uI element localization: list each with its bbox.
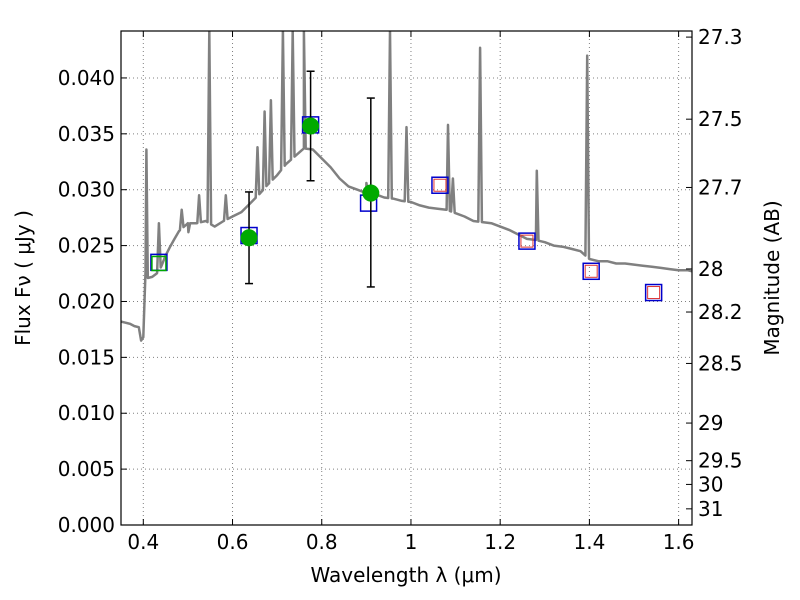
plot-frame — [120, 30, 693, 526]
model-spectrum-line — [121, 31, 692, 342]
mag-tick-label: 30 — [698, 472, 723, 496]
mag-tick-label: 31 — [698, 497, 723, 521]
fit-photometry-point — [584, 264, 598, 278]
observed-photometry-point — [240, 229, 258, 247]
y-tick-label: 0.035 — [58, 122, 115, 146]
x-tick-label: 1.6 — [663, 530, 695, 554]
markers-layer — [150, 70, 663, 302]
x-tick-label: 0.4 — [127, 530, 159, 554]
fit-photometry-point — [520, 234, 534, 248]
y-tick-label: 0.030 — [58, 178, 115, 202]
y-tick-label: 0.010 — [58, 401, 115, 425]
y-tick-label: 0.025 — [58, 234, 115, 258]
y-axis-title: Flux Fν ( μJy ) — [11, 210, 35, 346]
synthetic-photometry-point — [431, 176, 449, 194]
x-tick-label: 0.6 — [217, 530, 249, 554]
mag-tick-label: 28.5 — [698, 351, 743, 375]
synthetic-photometry-point — [518, 232, 536, 250]
y-axis-right-title: Magnitude (AB) — [760, 200, 784, 355]
mag-tick-label: 27.5 — [698, 107, 743, 131]
mag-tick-label: 29.5 — [698, 449, 743, 473]
y-tick-label: 0.005 — [58, 457, 115, 481]
fit-photometry-point — [433, 178, 447, 192]
y-tick-label: 0.000 — [58, 513, 115, 537]
mag-tick-label: 28.2 — [698, 300, 743, 324]
x-tick-label: 1.2 — [484, 530, 516, 554]
mag-tick-label: 27.3 — [698, 25, 743, 49]
mag-tick-label: 29 — [698, 411, 723, 435]
synthetic-photometry-point — [582, 262, 600, 281]
y-tick-label: 0.015 — [58, 345, 115, 369]
x-tick-label: 1.4 — [573, 530, 605, 554]
observed-photometry-point — [362, 184, 380, 202]
mag-tick-label: 27.7 — [698, 175, 743, 199]
x-tick-label: 0.8 — [306, 530, 338, 554]
plot-area — [121, 31, 692, 525]
observed-photometry-point — [302, 117, 320, 135]
fit-photometry-point — [647, 286, 661, 300]
x-tick-label: 1 — [405, 530, 418, 554]
synthetic-photometry-point — [644, 283, 663, 302]
axes-layer: 0.4 0.6 0.8 1 1.2 1.4 1.6 0.000 0.005 0.010 0.015 0… — [58, 25, 743, 554]
x-axis-title: Wavelength λ (μm) — [310, 563, 501, 587]
y-tick-label: 0.020 — [58, 289, 115, 313]
y-tick-label: 0.040 — [58, 66, 115, 90]
mag-tick-label: 28 — [698, 257, 723, 281]
observed-photometry-point — [151, 255, 167, 272]
series-layer — [121, 31, 692, 342]
